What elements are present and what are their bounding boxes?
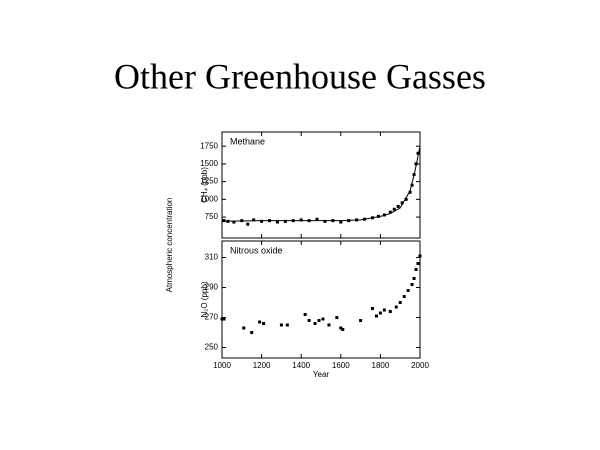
data-point [402, 295, 406, 298]
data-point [299, 218, 303, 222]
data-point [303, 313, 307, 316]
data-point [388, 310, 392, 313]
data-point [335, 316, 339, 319]
shared-y-label: Atmospheric concentration [165, 198, 174, 293]
y-tick-label: 290 [205, 283, 219, 292]
data-point [378, 311, 382, 315]
data-point [283, 219, 287, 223]
data-point [252, 218, 256, 222]
plot-frame [221, 131, 421, 239]
panel-label: Nitrous oxide [230, 245, 283, 255]
x-tick-label: 1200 [253, 361, 271, 370]
data-point [392, 207, 396, 211]
data-point [398, 301, 402, 304]
data-point [279, 323, 283, 327]
plot-frame [221, 240, 421, 359]
data-point [418, 254, 422, 258]
data-point [394, 305, 398, 309]
data-point [410, 283, 414, 286]
y-axis-label: N₂O (ppb) [200, 281, 209, 317]
data-point [250, 331, 254, 334]
data-point [262, 322, 266, 325]
data-point [246, 222, 250, 226]
panel-label: Methane [230, 136, 265, 146]
data-point [339, 220, 343, 224]
data-point [327, 323, 331, 327]
x-tick-label: 1000 [213, 361, 231, 370]
data-point [416, 151, 420, 155]
y-tick-label: 1500 [200, 159, 218, 168]
y-tick-label: 310 [205, 253, 219, 262]
data-point [260, 219, 264, 223]
data-point [285, 323, 289, 327]
data-point [232, 220, 236, 224]
data-point [220, 317, 224, 321]
data-point [408, 190, 412, 194]
y-tick-label: 250 [205, 343, 219, 352]
data-point [359, 319, 363, 322]
y-tick-label: 1000 [200, 194, 218, 203]
x-tick-label: 1400 [292, 361, 310, 370]
data-point [307, 319, 311, 322]
data-point [382, 308, 386, 312]
data-point [242, 326, 246, 330]
y-tick-label: 1750 [200, 141, 218, 150]
y-axis-label: CH₄ (ppb) [200, 167, 209, 203]
data-point [370, 307, 374, 310]
data-point [414, 268, 418, 271]
y-tick-label: 750 [205, 212, 219, 221]
data-point [222, 317, 226, 321]
y-tick-label: 1250 [200, 177, 218, 186]
data-point [410, 183, 414, 187]
data-point [388, 210, 392, 214]
y-tick-label: 270 [205, 313, 219, 322]
data-point [396, 204, 400, 208]
slide-title: Other Greenhouse Gasses [114, 56, 486, 96]
x-axis-label: Year [313, 370, 330, 379]
data-point [323, 219, 327, 223]
data-point [275, 220, 279, 224]
data-point [406, 289, 410, 292]
data-point [400, 201, 404, 205]
data-point [339, 326, 343, 330]
data-point [313, 322, 317, 325]
x-tick-label: 1600 [332, 361, 350, 370]
data-point [321, 317, 325, 321]
data-point [374, 314, 378, 318]
data-point [222, 219, 226, 223]
data-point [341, 328, 345, 331]
trend-line [221, 146, 421, 222]
data-point [258, 320, 262, 324]
data-point [315, 217, 319, 221]
x-tick-label: 2000 [411, 361, 429, 370]
x-tick-label: 1800 [372, 361, 390, 370]
data-point [317, 319, 321, 322]
data-point [416, 262, 420, 265]
data-point [404, 197, 408, 201]
data-point [412, 277, 416, 280]
